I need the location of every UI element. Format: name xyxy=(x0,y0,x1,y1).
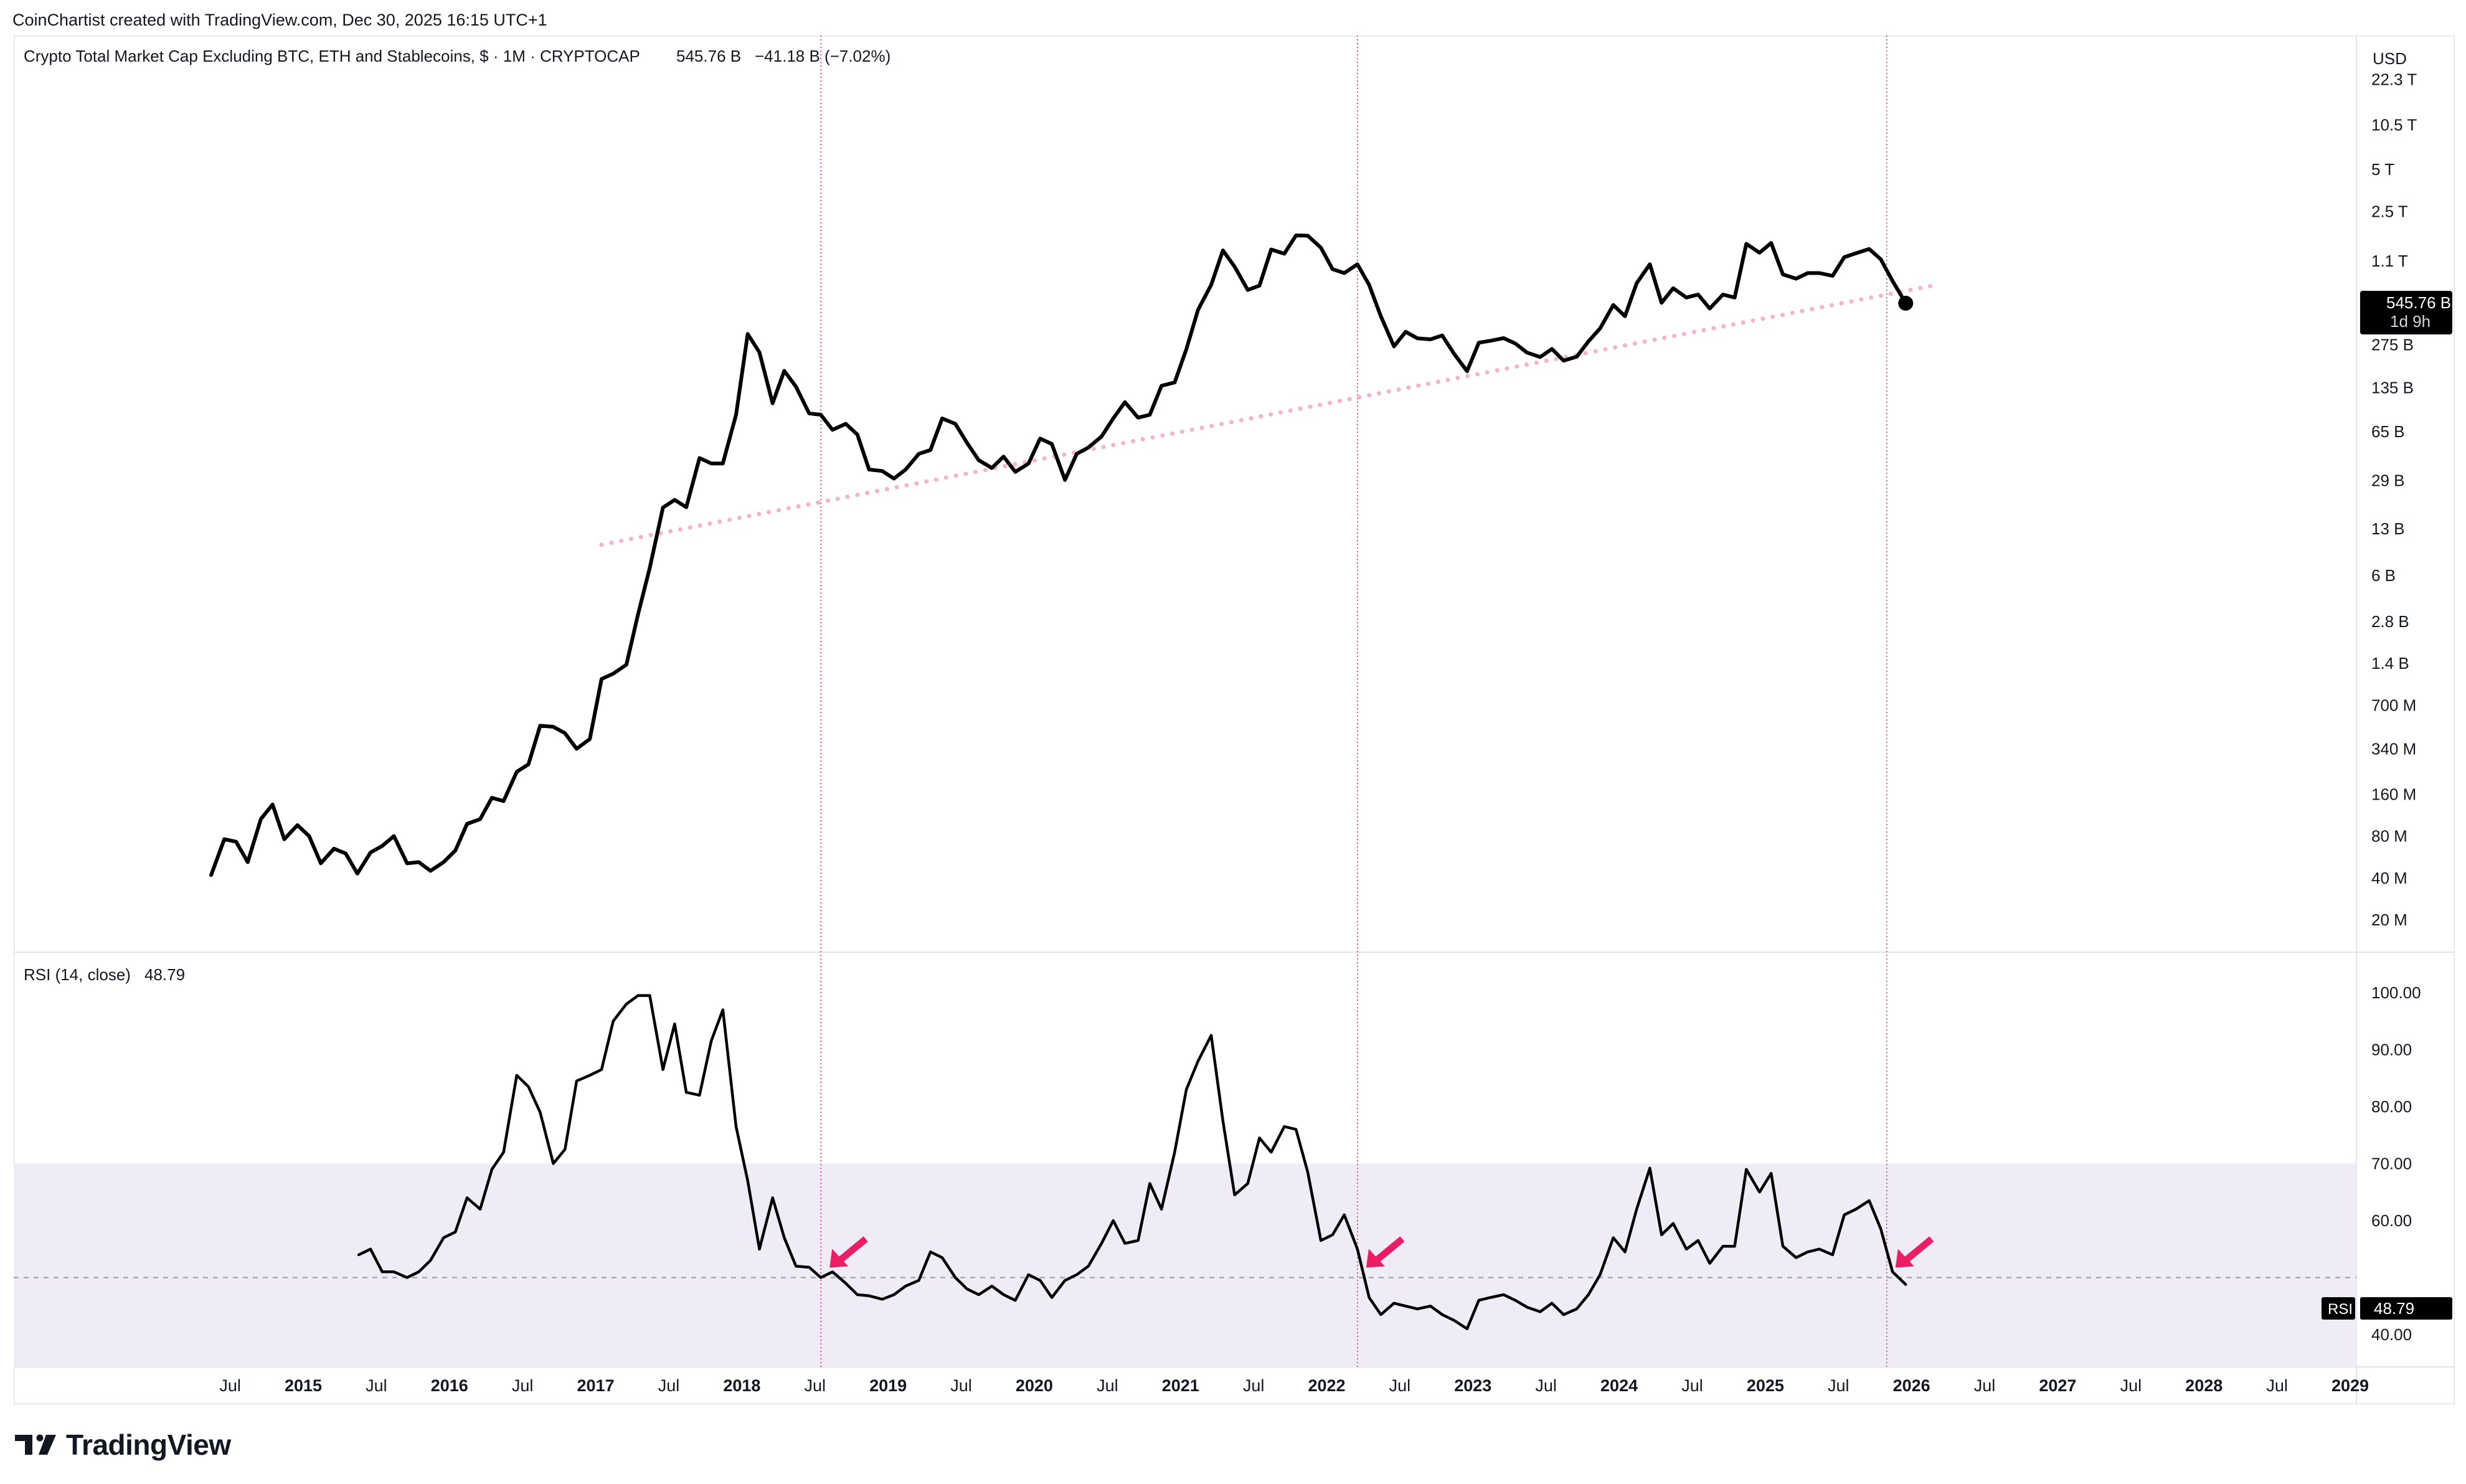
time-axis-label: 2027 xyxy=(2039,1376,2076,1395)
time-axis-label: Jul xyxy=(950,1376,972,1395)
price-axis-label: 29 B xyxy=(2371,471,2405,489)
price-axis-label: 65 B xyxy=(2371,422,2405,441)
rsi-axis-label: 80.00 xyxy=(2371,1097,2412,1116)
main-last-value: 545.76 B xyxy=(676,47,741,65)
time-axis-label: 2023 xyxy=(1454,1376,1491,1395)
price-axis-label: 700 M xyxy=(2371,696,2416,714)
price-axis-label: 22.3 T xyxy=(2371,70,2417,88)
time-axis-label: 2029 xyxy=(2331,1376,2369,1395)
rsi-line xyxy=(357,994,1907,1331)
arrow-icon xyxy=(1895,1236,1934,1268)
time-axis-label: 2017 xyxy=(577,1376,615,1395)
time-axis-label: Jul xyxy=(366,1376,387,1395)
last-point-marker xyxy=(1898,295,1914,311)
time-axis-label: 2028 xyxy=(2185,1376,2223,1395)
price-axis-label: 40 M xyxy=(2371,869,2407,887)
price-axis-label: 2.5 T xyxy=(2371,202,2408,220)
chart-svg: 22.3 T 10.5 T 5 T 2.5 T 1.1 T 275 B 135 B 65 B 2… xyxy=(13,35,2455,1405)
price-axis-label: 1.1 T xyxy=(2371,252,2408,270)
time-axis-label: Jul xyxy=(219,1376,241,1395)
price-axis-label: 2.8 B xyxy=(2371,612,2409,631)
price-axis-label: 340 M xyxy=(2371,739,2416,758)
time-axis-label: Jul xyxy=(1828,1376,1849,1395)
price-tag xyxy=(2360,291,2452,334)
chart-frame: 22.3 T 10.5 T 5 T 2.5 T 1.1 T 275 B 135 B 65 B 2… xyxy=(13,35,2455,1405)
main-change: −41.18 B (−7.02%) xyxy=(755,47,890,65)
price-axis-label: 6 B xyxy=(2371,566,2396,585)
rsi-label-tag-text: RSI xyxy=(2328,1301,2353,1318)
price-axis-label: 13 B xyxy=(2371,519,2405,538)
time-axis-label: Jul xyxy=(2266,1376,2288,1395)
price-axis-label: 275 B xyxy=(2371,335,2414,354)
tradingview-logo-icon xyxy=(15,1434,56,1455)
time-axis-label: 2022 xyxy=(1308,1376,1345,1395)
time-axis-label: 2021 xyxy=(1162,1376,1199,1395)
time-axis-label: Jul xyxy=(1097,1376,1118,1395)
price-axis-label: 1.4 B xyxy=(2371,654,2409,673)
time-axis-label: 2020 xyxy=(1016,1376,1053,1395)
rsi-axis-label: 60.00 xyxy=(2371,1211,2412,1230)
time-axis-label: 2026 xyxy=(1893,1376,1930,1395)
time-axis-label: Jul xyxy=(2120,1376,2142,1395)
time-axis-label: 2018 xyxy=(723,1376,760,1395)
time-axis-label: Jul xyxy=(658,1376,680,1395)
chart-credit: CoinChartist created with TradingView.co… xyxy=(12,11,547,29)
time-axis-label: 2024 xyxy=(1600,1376,1638,1395)
time-axis-label: Jul xyxy=(1389,1376,1411,1395)
rsi-value-tag-text: 48.79 xyxy=(2374,1299,2414,1318)
time-axis-label: Jul xyxy=(1681,1376,1703,1395)
market-cap-line xyxy=(209,234,1908,877)
tradingview-logo-text: TradingView xyxy=(66,1429,231,1461)
rsi-axis-label: 40.00 xyxy=(2371,1325,2412,1344)
time-axis-label: 2016 xyxy=(431,1376,468,1395)
support-trendline xyxy=(599,282,1939,547)
rsi-axis-label: 70.00 xyxy=(2371,1155,2412,1173)
tradingview-logo[interactable]: TradingView xyxy=(14,1426,231,1463)
time-axis-label: Jul xyxy=(1974,1376,1996,1395)
rsi-title: RSI (14, close) xyxy=(24,965,131,984)
price-axis-label: 80 M xyxy=(2371,827,2407,846)
price-axis-label: 20 M xyxy=(2371,910,2407,929)
time-axis-label: 2019 xyxy=(869,1376,907,1395)
time-axis-label: 2015 xyxy=(285,1376,322,1395)
currency-label[interactable]: USD xyxy=(2373,49,2407,68)
price-axis-label: 5 T xyxy=(2371,160,2394,179)
rsi-axis-label: 100.00 xyxy=(2371,983,2421,1002)
price-axis-label: 10.5 T xyxy=(2371,115,2417,134)
main-title: Crypto Total Market Cap Excluding BTC, E… xyxy=(24,47,640,65)
rsi-value-tag xyxy=(2360,1297,2452,1320)
arrow-icon xyxy=(1366,1236,1405,1268)
time-axis-label: Jul xyxy=(1243,1376,1265,1395)
time-axis-label: Jul xyxy=(1535,1376,1557,1395)
arrow-icon xyxy=(829,1236,868,1268)
time-axis-label: Jul xyxy=(512,1376,534,1395)
price-axis-label: 135 B xyxy=(2371,378,2414,397)
price-axis-label: 160 M xyxy=(2371,785,2416,803)
chart-border xyxy=(13,35,2455,1405)
rsi-legend-value: 48.79 xyxy=(144,965,185,984)
rsi-axis-label: 90.00 xyxy=(2371,1041,2412,1059)
time-axis-label: Jul xyxy=(804,1376,826,1395)
price-tag-value: 545.76 B xyxy=(2386,293,2451,312)
rsi-label-tag xyxy=(2322,1297,2355,1320)
rsi-band xyxy=(14,1163,2356,1367)
time-axis-label: 2025 xyxy=(1747,1376,1784,1395)
price-tag-countdown: 1d 9h xyxy=(2390,312,2431,331)
